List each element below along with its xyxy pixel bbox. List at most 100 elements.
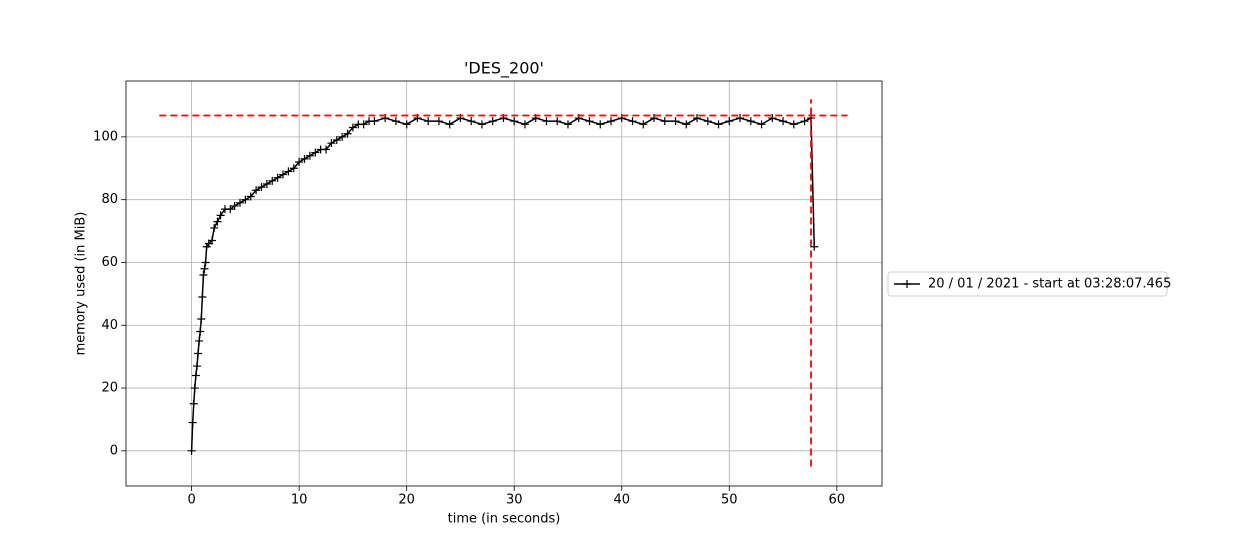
data-point [305, 151, 314, 160]
data-point [311, 148, 320, 157]
data-point [338, 132, 347, 141]
data-point [190, 384, 199, 393]
data-point [424, 117, 433, 126]
data-point [445, 120, 454, 129]
data-point [295, 158, 304, 166]
data-point [348, 123, 357, 132]
data-point [191, 371, 200, 380]
data-point [779, 117, 788, 126]
x-tick-label: 30 [506, 493, 523, 508]
data-point [639, 120, 648, 129]
data-point [200, 264, 209, 273]
data-point [810, 242, 819, 251]
data-point [563, 120, 572, 129]
data-point [402, 120, 411, 129]
data-point [553, 117, 562, 126]
y-tick-label: 0 [110, 443, 118, 458]
data-point [194, 349, 203, 358]
data-point [226, 205, 235, 214]
data-point [671, 117, 680, 126]
data-point [520, 120, 529, 129]
x-tick-label: 20 [398, 493, 415, 508]
data-point [235, 198, 244, 207]
x-tick-label: 10 [291, 493, 308, 508]
data-point [725, 117, 734, 126]
data-point [241, 195, 250, 204]
data-point [197, 314, 206, 323]
data-point [757, 120, 766, 129]
x-tick-label: 60 [829, 493, 846, 508]
data-point [746, 117, 755, 126]
data-point [187, 446, 196, 455]
data-point [230, 201, 239, 210]
data-point [488, 117, 497, 126]
legend: 20 / 01 / 2021 - start at 03:28:07.465 [887, 271, 1171, 297]
data-point [284, 167, 293, 176]
y-tick-label: 20 [101, 381, 118, 396]
data-point [257, 183, 266, 192]
data-point [703, 117, 712, 126]
x-axis-label: time (in seconds) [448, 512, 561, 527]
data-point [332, 136, 341, 145]
data-point [628, 117, 637, 126]
data-point [714, 120, 723, 129]
y-tick-label: 100 [93, 129, 118, 144]
data-point [189, 399, 198, 408]
data-point [510, 117, 519, 126]
data-point [789, 120, 798, 129]
y-tick-label: 40 [101, 318, 118, 333]
y-tick-label: 80 [101, 192, 118, 207]
data-point [273, 173, 282, 182]
data-point [279, 170, 288, 179]
data-point [434, 117, 443, 126]
data-point [477, 120, 486, 129]
data-point [300, 154, 309, 163]
legend-frame [887, 271, 1168, 297]
data-point [195, 336, 204, 345]
data-point [192, 362, 201, 371]
data-point [370, 117, 379, 126]
y-tick-label: 60 [101, 255, 118, 270]
y-axis-label: memory used (in MiB) [74, 212, 89, 356]
data-point [198, 293, 207, 301]
data-point [289, 164, 298, 173]
data-point [682, 120, 691, 129]
data-point [252, 186, 261, 195]
data-point [391, 117, 400, 126]
x-tick-label: 0 [187, 493, 195, 508]
plot-frame [125, 80, 883, 487]
data-point [216, 211, 225, 220]
data-point [196, 327, 205, 336]
data-point [188, 418, 197, 427]
data-point [208, 236, 217, 245]
x-tick-label: 50 [721, 493, 738, 508]
data-point [210, 223, 219, 232]
data-point [596, 120, 605, 129]
data-point [693, 114, 702, 123]
data-point [800, 117, 809, 126]
data-point [343, 129, 352, 138]
data-point [736, 114, 745, 123]
data-point [585, 117, 594, 126]
data-point [322, 145, 331, 154]
data-point [199, 271, 208, 280]
data-point [467, 117, 476, 126]
data-point [359, 120, 368, 129]
x-tick-label: 40 [613, 493, 630, 508]
data-point [262, 179, 271, 188]
legend-label: 20 / 01 / 2021 - start at 03:28:07.465 [928, 277, 1171, 292]
data-point [768, 114, 777, 123]
data-point [607, 117, 616, 126]
legend-marker [903, 280, 911, 288]
data-point [213, 217, 222, 226]
data-point [660, 117, 669, 126]
data-point [246, 192, 255, 201]
data-point [327, 139, 336, 148]
data-point [650, 114, 659, 123]
data-point [268, 176, 277, 185]
data-point [542, 117, 551, 126]
data-point [201, 258, 210, 267]
